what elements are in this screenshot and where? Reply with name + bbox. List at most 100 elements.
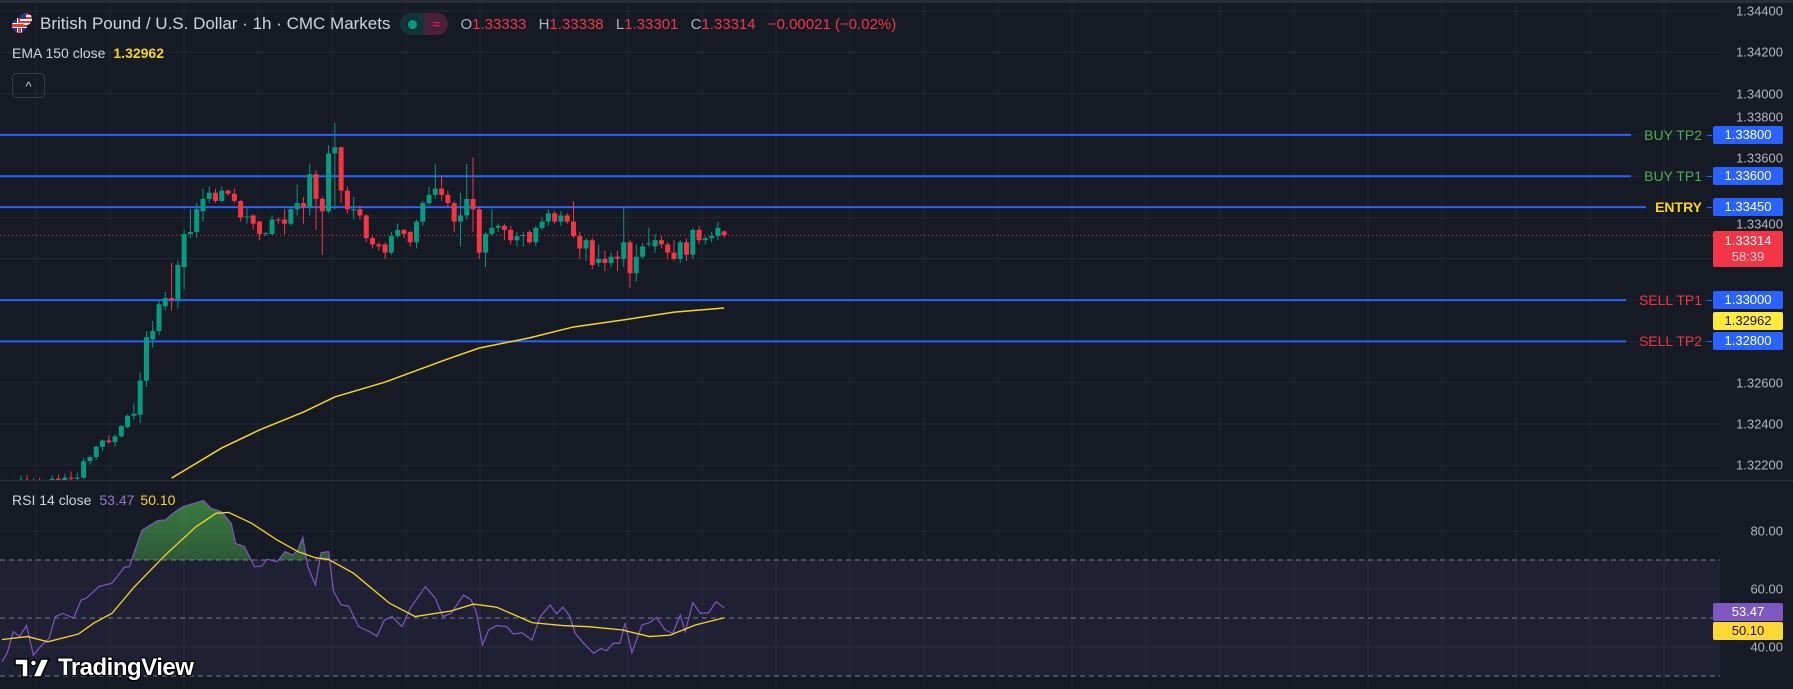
candle: [187, 209, 193, 239]
candle: [589, 238, 595, 270]
level-label[interactable]: ENTRY: [1655, 199, 1702, 216]
level-label[interactable]: SELL TP1: [1638, 292, 1702, 309]
price-axis[interactable]: 1.34400 1.34200 1.34000 1.33800 1.33600 1.334…: [1720, 0, 1793, 689]
candle: [646, 227, 652, 247]
candle-body: [457, 215, 463, 222]
candle-body: [577, 236, 583, 249]
candle-body: [106, 440, 112, 443]
candle-body: [558, 215, 564, 222]
candle: [426, 186, 432, 206]
candle-body: [413, 221, 419, 243]
candle: [602, 250, 608, 272]
rsi-overbought-fill: [2, 500, 725, 560]
current-price-value: 1.33314: [1724, 233, 1772, 248]
candle: [370, 236, 376, 249]
candle-body: [715, 227, 721, 237]
candle: [269, 215, 275, 236]
candle: [319, 196, 325, 255]
candle-body: [464, 198, 470, 216]
candle: [696, 225, 702, 245]
candle-body: [520, 235, 526, 237]
price-axis-tick: 1.32600: [1736, 375, 1783, 391]
price-axis-tick: 1.34000: [1736, 86, 1783, 102]
level-price-badge: 1.33000: [1713, 291, 1783, 310]
candle: [18, 475, 24, 480]
candle: [357, 205, 363, 220]
candle: [93, 445, 99, 461]
candle-body: [426, 194, 432, 204]
candle: [39, 477, 41, 480]
candle-body: [62, 477, 68, 480]
pane-divider[interactable]: [0, 480, 1793, 481]
candle: [307, 163, 313, 216]
price-axis-tick: 1.33800: [1736, 109, 1783, 125]
change-value: −0.00021 (−0.02%): [767, 15, 897, 33]
candle: [527, 229, 533, 245]
candle: [363, 214, 369, 243]
candle: [439, 176, 445, 201]
candle: [344, 186, 350, 214]
ema-price-badge: 1.32962: [1713, 311, 1783, 330]
candle: [470, 157, 476, 232]
rsi-axis-tick: 60.00: [1750, 581, 1783, 597]
candle: [175, 260, 181, 309]
candle-body: [338, 147, 344, 191]
candle-body: [125, 415, 131, 428]
level-label[interactable]: BUY TP1: [1644, 168, 1702, 185]
tradingview-logo[interactable]: TradingView: [14, 654, 194, 682]
candle: [181, 229, 187, 290]
candle-body: [514, 236, 520, 241]
ema-line: [171, 307, 725, 479]
candle: [640, 243, 646, 259]
candle: [332, 122, 338, 210]
candle-body: [194, 209, 200, 232]
candle-body: [344, 190, 350, 210]
level-label[interactable]: SELL TP2: [1638, 333, 1702, 350]
candle-body: [231, 193, 237, 201]
candle: [665, 242, 671, 259]
candle: [483, 231, 489, 268]
candle: [156, 300, 162, 336]
candle-body: [602, 258, 608, 263]
candle: [338, 146, 344, 204]
candle-body: [539, 221, 545, 228]
symbol-title[interactable]: British Pound / U.S. Dollar · 1h · CMC M…: [40, 14, 391, 33]
candle: [552, 211, 558, 224]
rsi-legend[interactable]: RSI 14 close 53.47 50.10: [12, 492, 175, 508]
tradingview-logo-icon: [14, 658, 50, 678]
candle-body: [112, 436, 118, 443]
chart-canvas[interactable]: [0, 0, 1720, 689]
candle: [74, 472, 80, 480]
symbol-legend[interactable]: British Pound / U.S. Dollar · 1h · CMC M…: [12, 13, 904, 35]
candle-body: [702, 238, 708, 241]
candle-body: [501, 225, 507, 230]
forex-approx-icon: ≈: [424, 13, 449, 35]
candle: [275, 217, 281, 224]
market-open-dot-icon: [400, 13, 425, 35]
level-label[interactable]: BUY TP2: [1644, 126, 1702, 143]
candle-body: [250, 215, 256, 224]
ema-legend[interactable]: EMA 150 close 1.32962: [12, 45, 164, 61]
candle: [169, 262, 175, 311]
candle-body: [640, 246, 646, 257]
candle: [658, 236, 664, 249]
candle: [520, 231, 526, 247]
tradingview-wordmark: TradingView: [58, 654, 194, 681]
collapse-legend-button[interactable]: ^: [12, 73, 45, 98]
low-value: 1.33301: [624, 15, 679, 33]
status-pill[interactable]: ≈: [400, 13, 449, 35]
candle-body: [658, 240, 664, 245]
candle: [118, 425, 124, 438]
candle: [671, 240, 677, 261]
candle: [627, 240, 633, 288]
candle-body: [432, 188, 438, 195]
candle-body: [93, 446, 99, 458]
candle-body: [300, 203, 306, 208]
candle: [545, 209, 551, 226]
candle: [313, 170, 319, 230]
candle: [68, 471, 74, 480]
candle-body: [583, 240, 589, 249]
candle: [388, 231, 394, 255]
candle-body: [294, 203, 300, 210]
candle-body: [313, 174, 319, 199]
